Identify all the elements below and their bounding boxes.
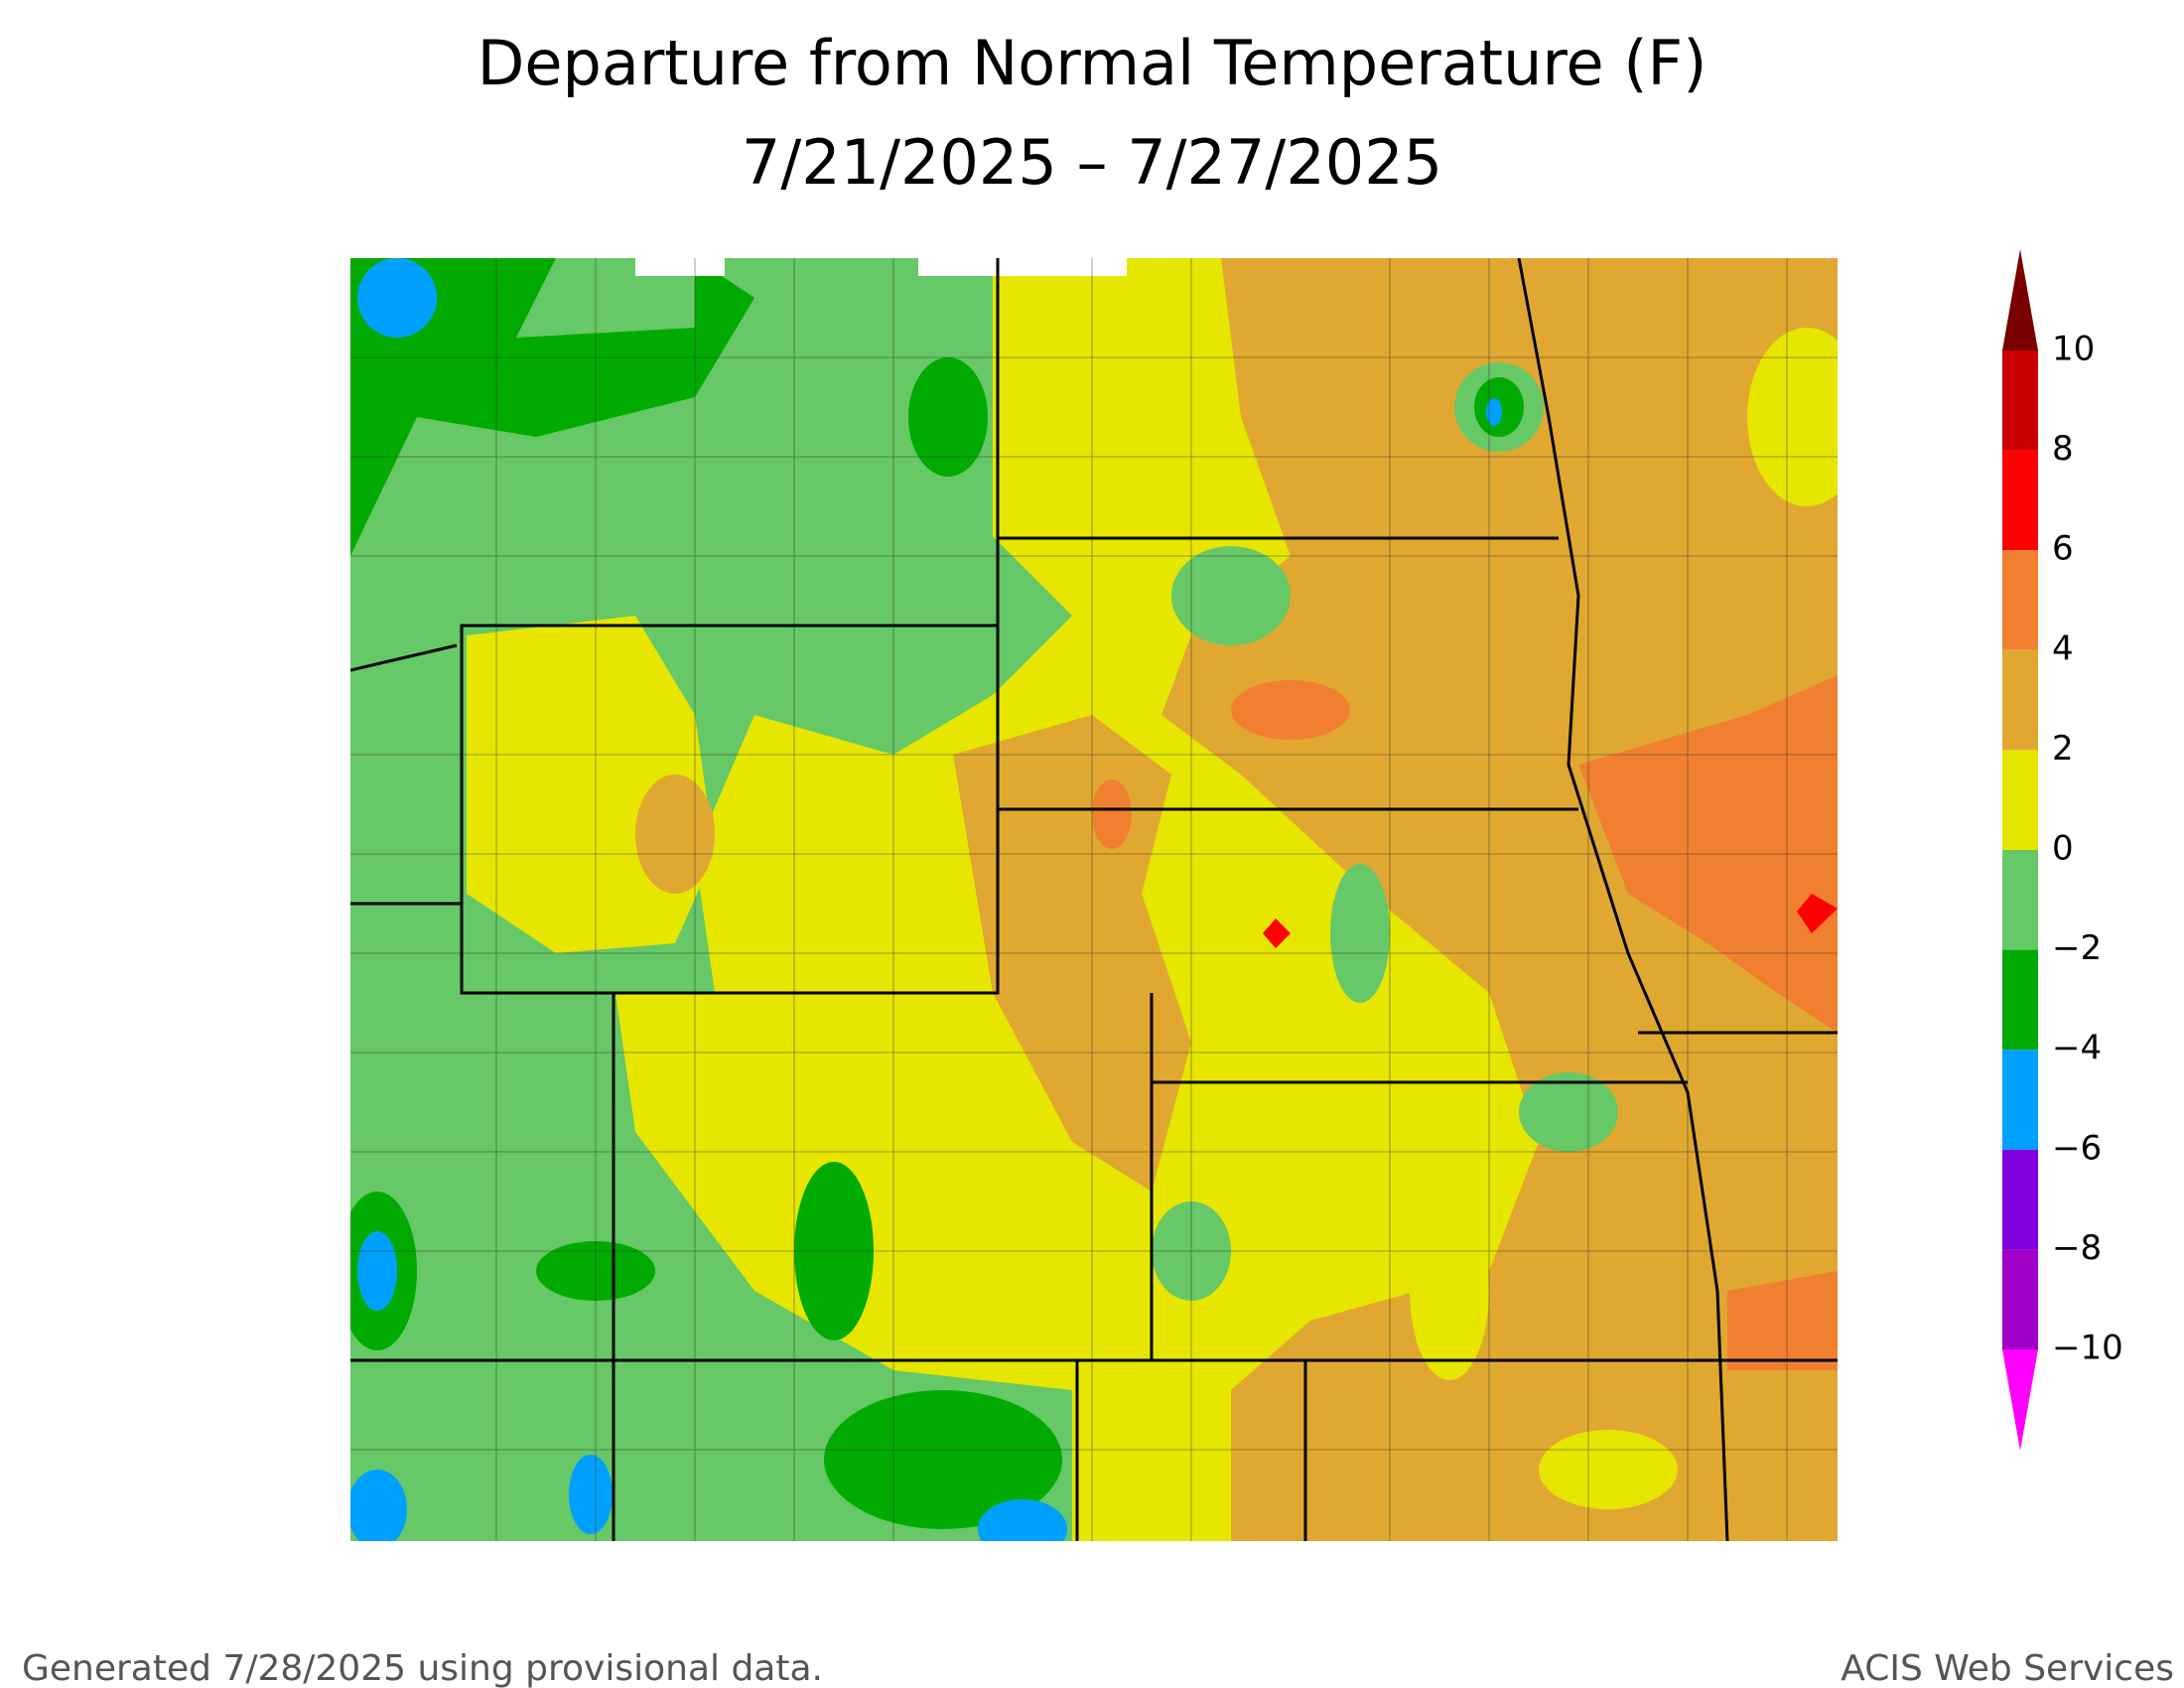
colorbar: 10 8 6 4 2 0 −2 −4 −6 −8 −10 [2002,249,2123,1451]
colorbar-label: −8 [2052,1228,2102,1268]
colorbar-label: 10 [2052,330,2095,369]
colorbar-label: 6 [2052,529,2074,569]
colorbar-label: −10 [2052,1329,2123,1368]
colorbar-swatch [2002,1050,2038,1150]
colorbar-cap [2002,1349,2038,1451]
colorbar-label: −4 [2052,1029,2102,1068]
colorbar-swatch [2002,550,2038,650]
map [350,258,1838,1541]
colorbar-swatch [2002,1249,2038,1349]
colorbar-label: −2 [2052,928,2102,968]
colorbar-swatch [2002,949,2038,1051]
colorbar-label: 8 [2052,429,2074,469]
colorbar-swatch [2002,850,2038,950]
colorbar-cap [2002,249,2038,351]
colorbar-label: 0 [2052,829,2074,869]
footer-right: ACIS Web Services [1841,1648,2174,1688]
colorbar-label: 4 [2052,629,2074,668]
colorbar-swatch [2002,1149,2038,1250]
colorbar-label: 2 [2052,729,2074,769]
colorbar-swatch [2002,450,2038,551]
footer-left: Generated 7/28/2025 using provisional da… [22,1648,823,1688]
subtitle: 7/21/2025 – 7/27/2025 [742,126,1442,199]
title: Departure from Normal Temperature (F) [478,27,1707,99]
colorbar-swatch [2002,351,2038,451]
colorbar-swatch [2002,649,2038,751]
colorbar-label: −6 [2052,1128,2102,1168]
colorbar-swatch [2002,750,2038,850]
